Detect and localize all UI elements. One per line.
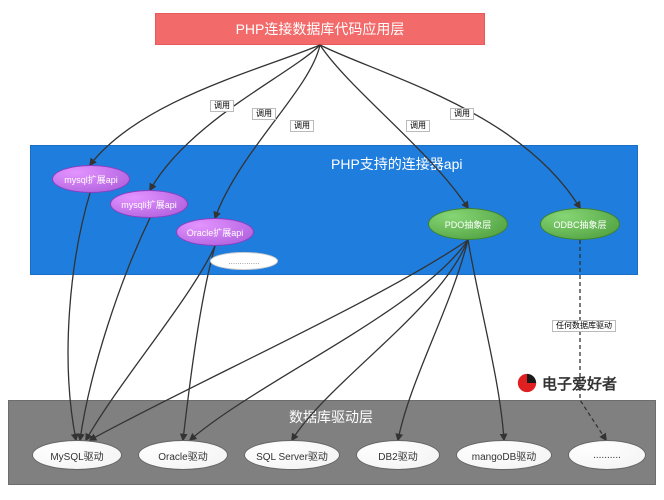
connector-ellipsis: ..............: [210, 252, 278, 270]
connector-mysqli: mysqli扩展api: [110, 190, 188, 218]
driver-sqlserver-label: SQL Server驱动: [256, 448, 328, 463]
driver-mangodb: mangoDB驱动: [456, 440, 552, 470]
edge-label-call-3: 调用: [290, 120, 314, 132]
driver-db2-label: DB2驱动: [378, 448, 417, 463]
edge-label-call-4: 调用: [406, 120, 430, 132]
driver-mysql-label: MySQL驱动: [50, 448, 103, 463]
edge-label-call-5: 调用: [450, 108, 474, 120]
driver-ellipsis: ..........: [568, 440, 646, 470]
connector-oracle: Oracle扩展api: [176, 218, 254, 246]
driver-oracle: Oracle驱动: [138, 440, 228, 470]
driver-sqlserver: SQL Server驱动: [244, 440, 340, 470]
edge-label-any-db: 任何数据库驱动: [552, 320, 616, 332]
driver-oracle-label: Oracle驱动: [158, 448, 207, 463]
driver-db2: DB2驱动: [356, 440, 440, 470]
app-layer-title: PHP连接数据库代码应用层: [236, 19, 405, 39]
connector-layer-title: PHP支持的连接器api: [331, 154, 462, 174]
connector-pdo: PDO抽象层: [428, 208, 508, 240]
watermark: 电子爱好者: [516, 372, 617, 394]
connector-mysql: mysql扩展api: [52, 165, 130, 193]
driver-ellipsis-label: ..........: [593, 450, 621, 461]
connector-pdo-label: PDO抽象层: [445, 218, 492, 231]
driver-mysql: MySQL驱动: [32, 440, 122, 470]
connector-mysql-label: mysql扩展api: [64, 173, 118, 186]
app-layer-box: PHP连接数据库代码应用层: [155, 13, 485, 45]
connector-odbc: ODBC抽象层: [540, 208, 620, 240]
driver-layer-title: 数据库驱动层: [289, 407, 373, 427]
connector-mysqli-label: mysqli扩展api: [121, 198, 177, 211]
edge-label-call-2: 调用: [252, 108, 276, 120]
driver-mangodb-label: mangoDB驱动: [472, 448, 536, 463]
connector-ellipsis-label: ..............: [228, 257, 259, 266]
watermark-text: 电子爱好者: [542, 373, 617, 394]
connector-oracle-label: Oracle扩展api: [187, 226, 244, 239]
connector-odbc-label: ODBC抽象层: [553, 218, 606, 231]
watermark-icon: [516, 372, 538, 394]
edge-label-call-1: 调用: [210, 100, 234, 112]
